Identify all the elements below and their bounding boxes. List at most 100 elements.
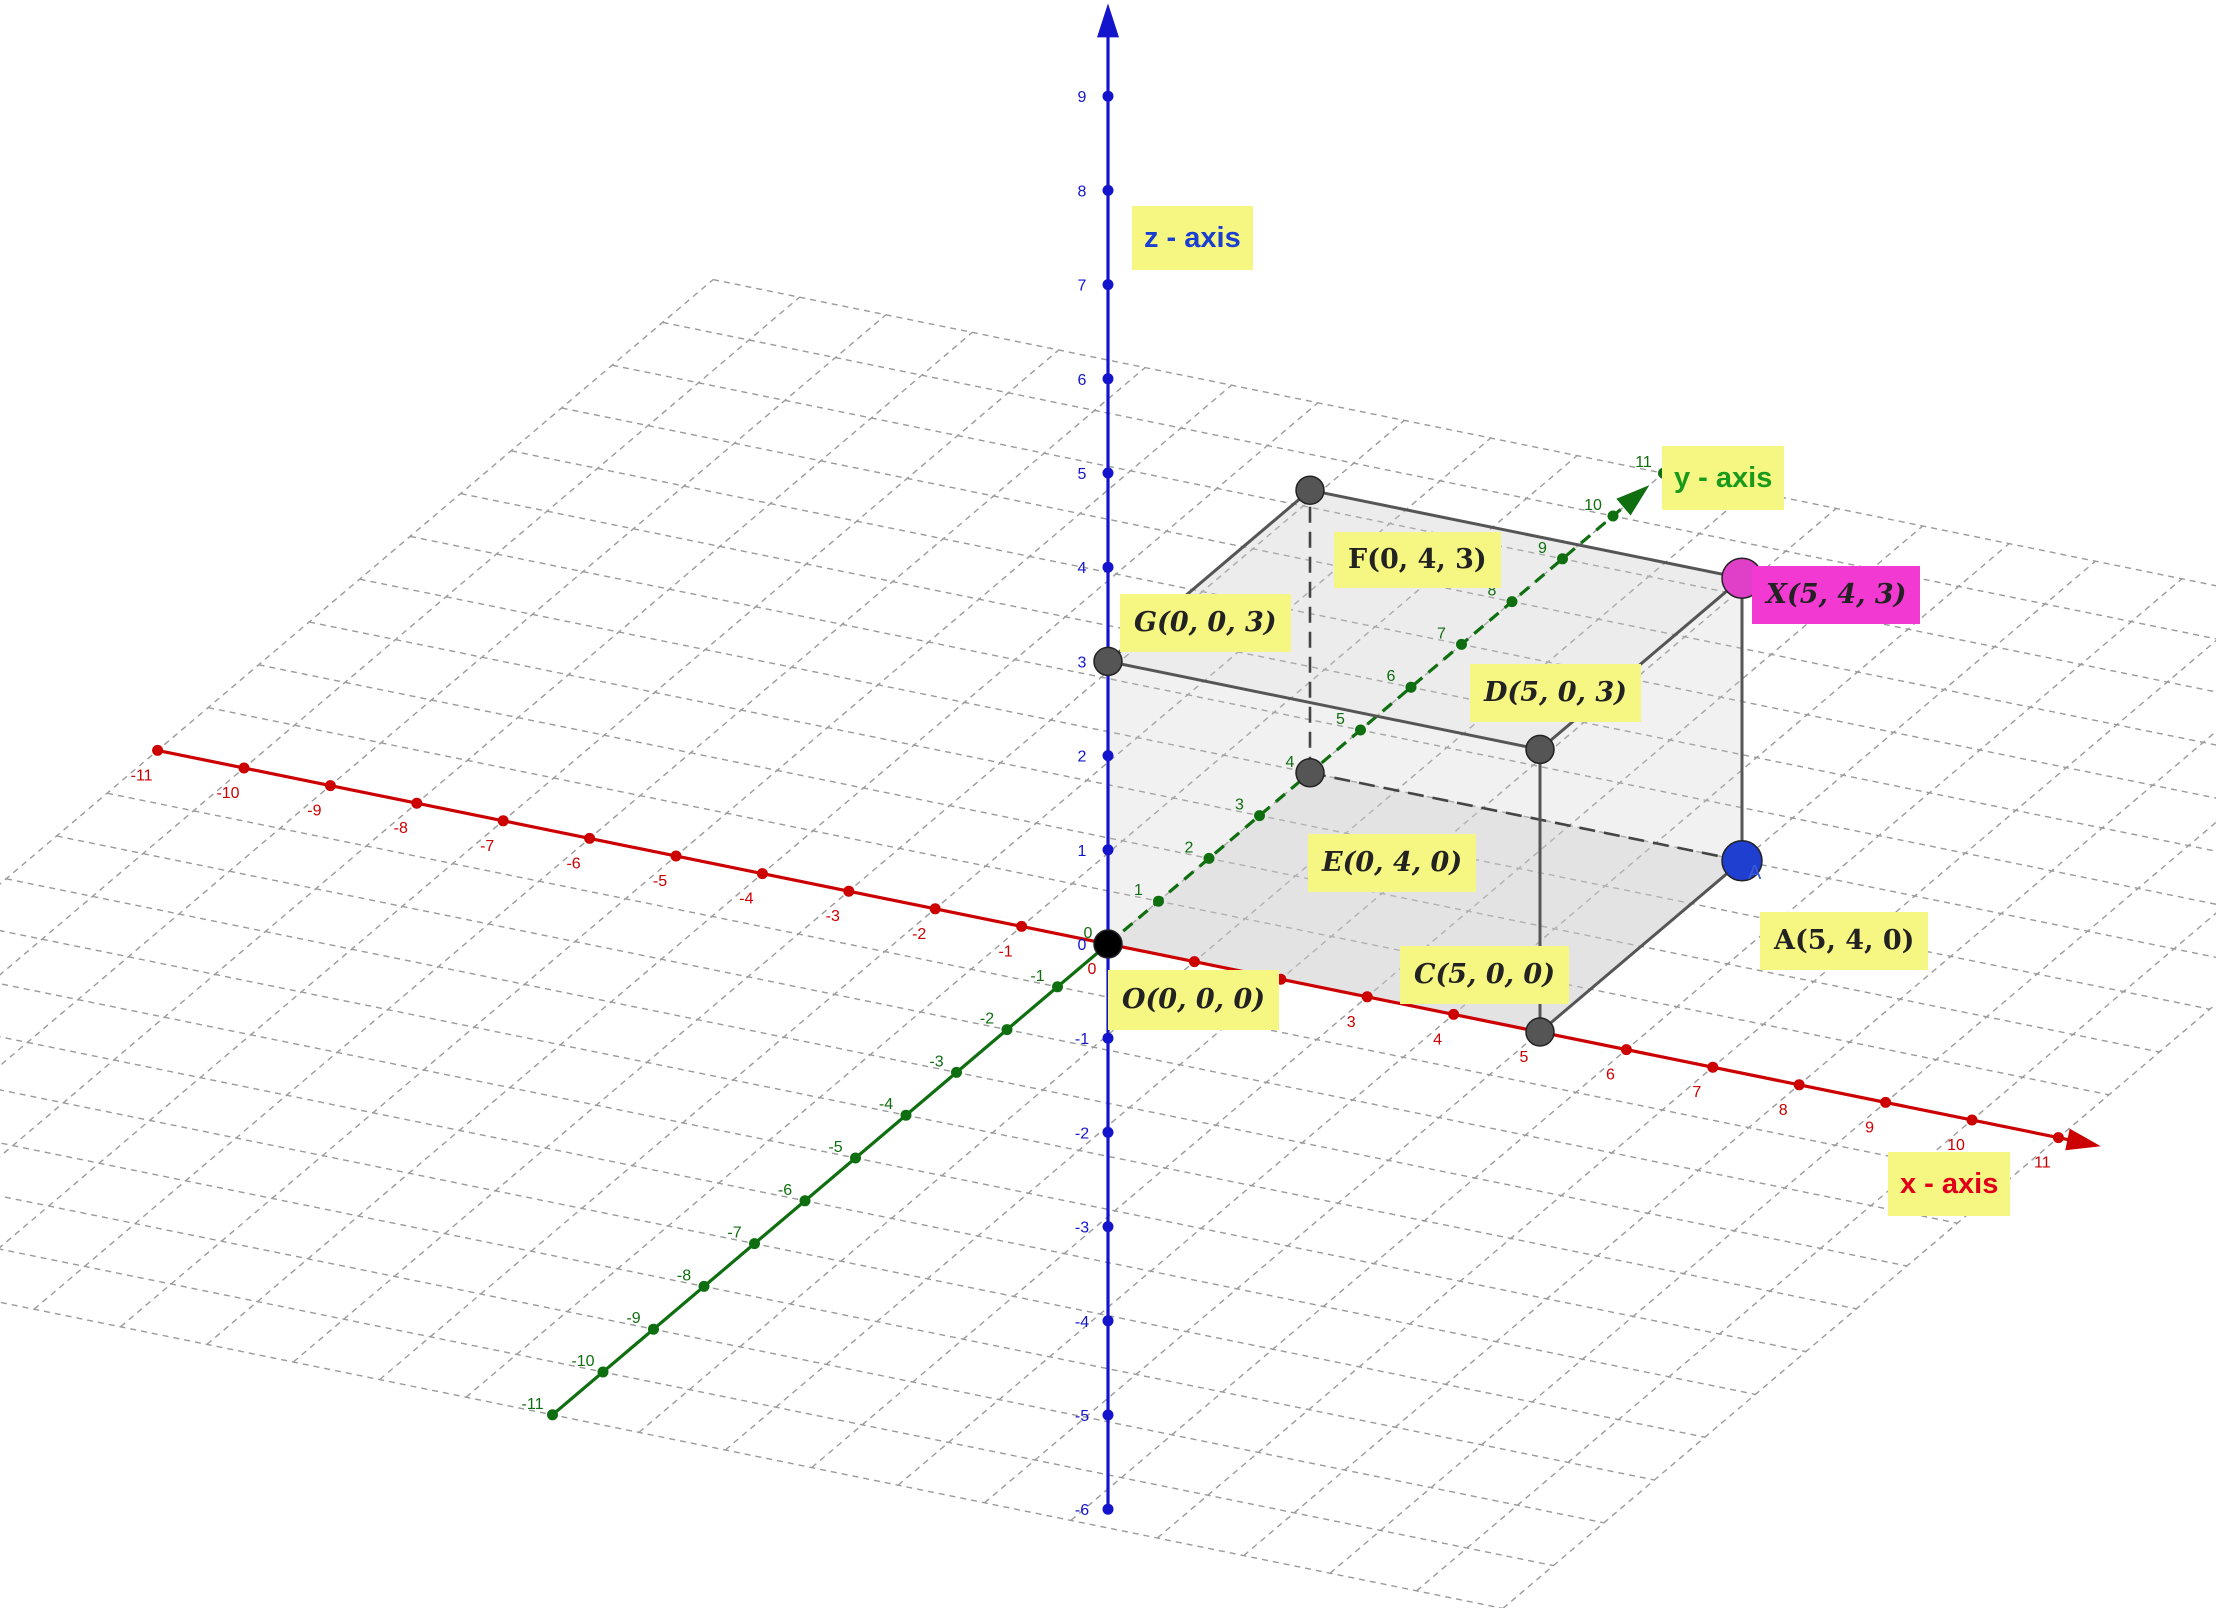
y-axis-tick [1153, 895, 1164, 907]
y-axis-tick [749, 1238, 760, 1250]
x-axis-tick [1016, 920, 1028, 932]
grid-line-y [0, 1195, 1605, 1524]
x-tick-label: 6 [1606, 1067, 1615, 1084]
z-tick-label: -2 [1075, 1125, 1089, 1142]
point-A-tag: A [1748, 862, 1761, 885]
z-tick-label: -5 [1075, 1408, 1089, 1425]
x-tick-label: -2 [912, 926, 926, 943]
point-label-C-text: C(5, 0, 0) [1414, 959, 1555, 990]
grid-line-y [0, 1036, 1756, 1396]
y-tick-label: 9 [1538, 540, 1547, 557]
x-tick-label: 8 [1779, 1102, 1788, 1119]
y-tick-label: 3 [1235, 797, 1244, 814]
y-tick-label: 11 [1635, 454, 1652, 471]
y-axis-tick [1506, 596, 1518, 608]
x-tick-label: 11 [2034, 1155, 2051, 1172]
y-axis-tick [547, 1409, 558, 1421]
y-tick-label: -9 [626, 1310, 640, 1327]
y-axis-tick [951, 1066, 962, 1078]
point-label-O-text: O(0, 0, 0) [1122, 984, 1266, 1015]
point-label-E: E(0, 4, 0) [1308, 834, 1477, 892]
z-tick-label: 0 [1078, 937, 1087, 954]
x-tick-label: -11 [131, 767, 153, 784]
z-tick-label: -6 [1075, 1502, 1089, 1519]
z-axis-arrow [1097, 3, 1119, 38]
x-tick-label: 0 [1088, 961, 1097, 978]
y-axis-tick [900, 1109, 912, 1121]
point-label-O: O(0, 0, 0) [1108, 970, 1280, 1030]
z-tick-label: -3 [1075, 1220, 1089, 1237]
axes: -11-10-9-8-7-6-5-4-3-2-101234567891011-1… [131, 3, 2101, 1519]
y-axis-tick [1001, 1024, 1013, 1036]
point-D [1525, 734, 1555, 765]
y-tick-label: -8 [677, 1267, 691, 1284]
z-axis-tick [1102, 1503, 1114, 1515]
x-axis-tick [411, 797, 423, 809]
y-tick-label: 8 [1488, 583, 1497, 600]
z-tick-label: 4 [1078, 560, 1087, 577]
y-axis-tick [799, 1195, 811, 1207]
x-tick-label: -9 [307, 803, 321, 820]
y-tick-label: 6 [1387, 668, 1396, 685]
z-axis-tick [1102, 467, 1114, 479]
edge-CA [1539, 859, 1743, 1034]
point-label-G-text: G(0, 0, 3) [1134, 607, 1277, 638]
x-axis-tick [152, 744, 164, 756]
x-tick-label: 3 [1347, 1014, 1356, 1031]
grid-line-y [0, 1142, 1655, 1481]
point-label-E-text: E(0, 4, 0) [1322, 847, 1463, 878]
x-axis-tick [1966, 1114, 1978, 1126]
y-tick-label: -6 [778, 1182, 792, 1199]
z-axis-tick [1102, 279, 1114, 291]
x-tick-label: -7 [480, 838, 494, 855]
y-tick-label: 2 [1185, 839, 1194, 856]
x-axis-tick [756, 868, 768, 880]
x-axis-label: x - axis [1888, 1152, 2011, 1216]
x-tick-label: -3 [826, 908, 840, 925]
y-axis-label-text: y - axis [1674, 462, 1773, 494]
x-axis-tick [1361, 991, 1373, 1003]
x-axis-tick [1793, 1079, 1805, 1091]
x-tick-label: -1 [998, 943, 1012, 960]
x-axis-tick [843, 885, 855, 897]
z-axis-tick [1102, 1032, 1114, 1044]
cuboid-right-face [1540, 578, 1742, 1032]
x-tick-label: 5 [1520, 1049, 1529, 1066]
point-label-D: D(5, 0, 3) [1470, 664, 1641, 722]
y-tick-label: 5 [1336, 711, 1345, 728]
point-A-tag-text: A [1748, 862, 1762, 884]
point-A [1721, 840, 1763, 882]
x-axis-tick [497, 815, 509, 827]
x-tick-label: 7 [1692, 1084, 1701, 1101]
x-axis-tick [238, 762, 250, 774]
y-axis-tick [1355, 724, 1366, 736]
y-tick-label: -1 [1030, 968, 1044, 985]
z-axis-tick [1102, 373, 1114, 385]
z-tick-label: -1 [1075, 1031, 1089, 1048]
x-axis-tick [2052, 1132, 2064, 1144]
y-axis-tick [597, 1366, 609, 1378]
y-tick-label: -2 [980, 1011, 994, 1028]
z-axis-tick [1102, 1315, 1114, 1327]
z-axis-tick [1102, 561, 1114, 573]
y-axis-tick [1405, 681, 1417, 693]
edge-FX [1309, 488, 1743, 580]
y-tick-label: 4 [1286, 754, 1295, 771]
point-label-F-text: F(0, 4, 3) [1348, 544, 1487, 575]
z-tick-label: 8 [1078, 183, 1087, 200]
point-G [1093, 646, 1123, 677]
x-axis-arrow [2065, 1128, 2101, 1151]
point-label-C: C(5, 0, 0) [1400, 946, 1569, 1004]
z-tick-label: 1 [1078, 843, 1087, 860]
z-tick-label: 3 [1078, 654, 1087, 671]
y-axis-tick [648, 1323, 659, 1335]
y-tick-label: -5 [828, 1139, 842, 1156]
point-O [1093, 929, 1123, 959]
z-axis-tick [1102, 750, 1114, 762]
y-axis-tick [1052, 981, 1063, 993]
point-label-D-text: D(5, 0, 3) [1484, 677, 1627, 708]
y-tick-label: -7 [727, 1225, 741, 1242]
y-tick-label: 10 [1584, 497, 1602, 514]
y-tick-label: -10 [571, 1353, 594, 1370]
y-axis-tick [1203, 852, 1215, 864]
